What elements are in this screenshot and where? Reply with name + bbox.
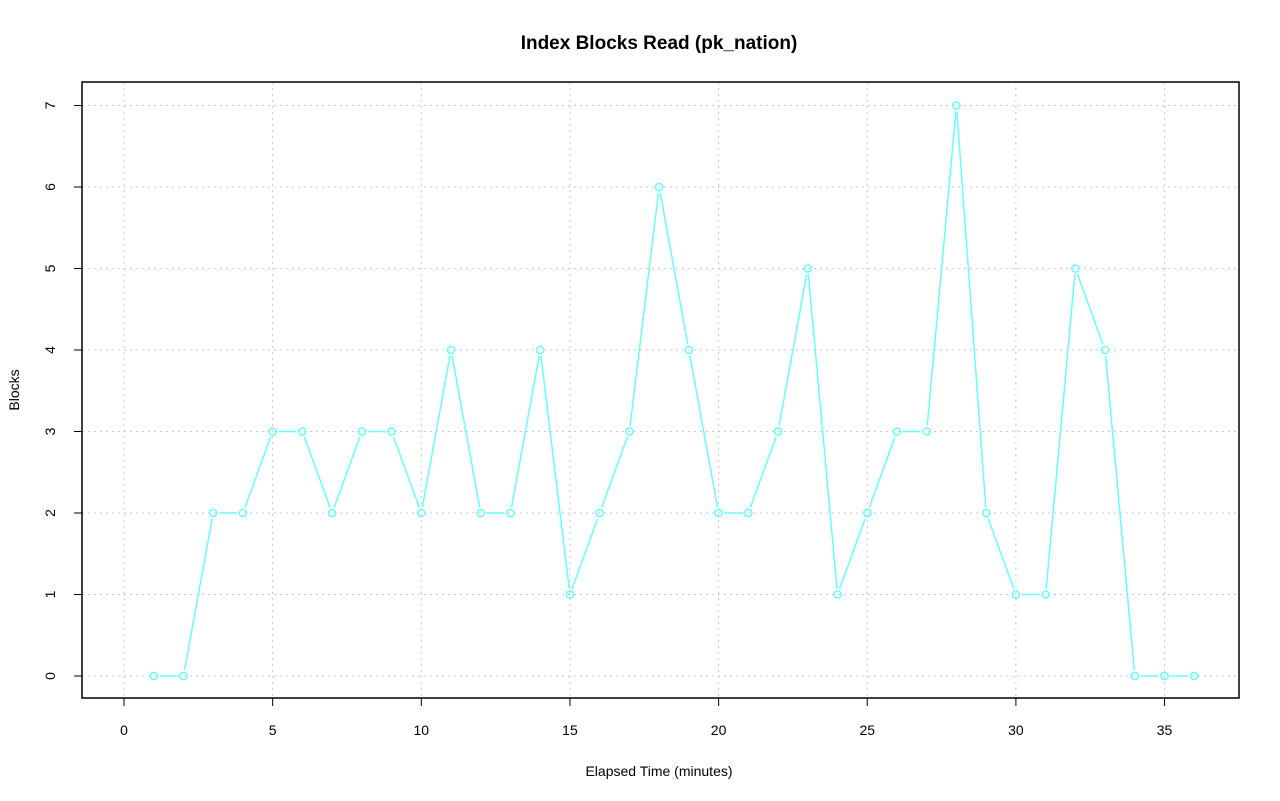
data-point xyxy=(1189,671,1199,681)
data-point xyxy=(416,508,426,518)
y-tick-label: 2 xyxy=(42,509,58,517)
data-point xyxy=(476,508,486,518)
y-tick-label: 4 xyxy=(42,346,58,354)
data-point xyxy=(1160,671,1169,681)
data-point xyxy=(1041,590,1050,599)
x-tick-label: 25 xyxy=(859,722,875,738)
x-tick-label: 5 xyxy=(269,722,277,738)
series-line-segment xyxy=(926,111,957,426)
data-point xyxy=(565,590,575,599)
series-line-segment xyxy=(1076,273,1104,345)
data-point xyxy=(208,508,218,518)
data-point xyxy=(803,264,813,273)
series-line-segment xyxy=(392,436,420,508)
series-group xyxy=(149,101,1199,681)
data-point xyxy=(1100,345,1110,355)
series-line-segment xyxy=(629,192,660,426)
series-line-segment xyxy=(956,111,987,508)
y-tick-label: 3 xyxy=(42,427,58,435)
series-line-segment xyxy=(838,518,866,590)
series-line-segment xyxy=(244,436,272,508)
data-point xyxy=(268,427,277,436)
data-point xyxy=(625,427,634,436)
data-point xyxy=(654,182,664,192)
data-point xyxy=(535,345,545,355)
y-tick-label: 7 xyxy=(42,101,58,109)
data-point xyxy=(327,508,337,518)
y-tick-label: 0 xyxy=(42,672,58,680)
data-point xyxy=(238,508,248,518)
y-tick-label: 5 xyxy=(42,264,58,272)
series-line-segment xyxy=(807,274,838,589)
y-axis-label: Blocks xyxy=(6,369,22,410)
series-line-segment xyxy=(1104,355,1136,671)
data-point xyxy=(1071,264,1080,273)
series-line-segment xyxy=(540,355,570,589)
series-line-segment xyxy=(868,436,896,508)
series-line-segment xyxy=(749,436,777,508)
x-tick-label: 20 xyxy=(711,722,727,738)
data-point xyxy=(714,508,723,518)
series-line-segment xyxy=(778,274,808,426)
data-point xyxy=(298,427,307,436)
data-point xyxy=(1130,671,1140,681)
data-point xyxy=(684,345,694,355)
data-point xyxy=(506,508,515,518)
data-point xyxy=(952,101,961,110)
x-tick-label: 15 xyxy=(562,722,578,738)
y-tick-label: 1 xyxy=(42,590,58,598)
data-point xyxy=(149,671,159,681)
x-axis: 0 5 10 15 20 25 30 35 xyxy=(120,698,1173,738)
grid-lines xyxy=(82,82,1239,698)
series-line-segment xyxy=(510,355,540,508)
plot-frame xyxy=(81,81,1240,699)
series-line-segment xyxy=(601,436,629,508)
series-line-segment xyxy=(571,518,599,590)
series-line-segment xyxy=(659,192,689,345)
data-point xyxy=(922,427,932,436)
series-line-segment xyxy=(451,355,481,508)
data-point xyxy=(387,427,396,436)
data-point xyxy=(446,345,456,355)
series-line-segment xyxy=(303,436,331,508)
x-tick-label: 0 xyxy=(120,722,128,738)
data-point xyxy=(595,508,605,518)
data-point xyxy=(1011,590,1021,599)
data-point xyxy=(179,671,188,681)
y-axis: 0 1 2 3 4 5 6 7 xyxy=(42,101,82,680)
data-point xyxy=(981,508,991,518)
x-tick-label: 35 xyxy=(1157,722,1173,738)
data-point xyxy=(357,427,367,436)
data-point xyxy=(892,427,902,436)
series-line-segment xyxy=(689,355,719,508)
data-point xyxy=(773,427,783,436)
chart-title: Index Blocks Read (pk_nation) xyxy=(521,33,798,54)
data-point xyxy=(862,508,872,518)
series-line-segment xyxy=(421,355,451,508)
y-tick-label: 6 xyxy=(42,183,58,191)
series-line-segment xyxy=(183,518,213,671)
x-axis-label: Elapsed Time (minutes) xyxy=(585,763,732,779)
x-tick-label: 30 xyxy=(1008,722,1024,738)
series-line-segment xyxy=(987,518,1015,590)
x-tick-label: 10 xyxy=(414,722,430,738)
data-point xyxy=(833,590,842,599)
data-point xyxy=(743,508,753,518)
series-line-segment xyxy=(1045,274,1076,589)
series-line-segment xyxy=(333,436,361,508)
